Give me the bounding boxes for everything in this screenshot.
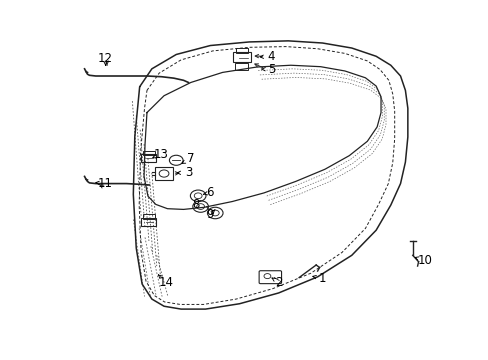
Text: 4: 4 bbox=[267, 50, 275, 63]
Text: 2: 2 bbox=[274, 276, 282, 289]
Text: 3: 3 bbox=[184, 166, 192, 179]
Text: 7: 7 bbox=[187, 152, 194, 165]
Text: 13: 13 bbox=[154, 148, 169, 161]
Bar bbox=[142, 215, 155, 219]
Text: 14: 14 bbox=[159, 276, 174, 289]
Text: 9: 9 bbox=[206, 208, 214, 221]
Text: 11: 11 bbox=[98, 177, 113, 190]
Bar bbox=[141, 218, 156, 226]
Text: 6: 6 bbox=[206, 186, 214, 199]
Text: 1: 1 bbox=[318, 272, 325, 285]
Bar bbox=[234, 63, 248, 69]
Text: 12: 12 bbox=[98, 51, 113, 64]
Bar bbox=[141, 154, 156, 162]
Bar bbox=[232, 51, 251, 62]
Text: 8: 8 bbox=[192, 198, 199, 211]
Text: 10: 10 bbox=[417, 254, 431, 267]
Bar bbox=[236, 48, 247, 53]
Bar bbox=[142, 150, 155, 155]
Text: 5: 5 bbox=[267, 63, 274, 76]
